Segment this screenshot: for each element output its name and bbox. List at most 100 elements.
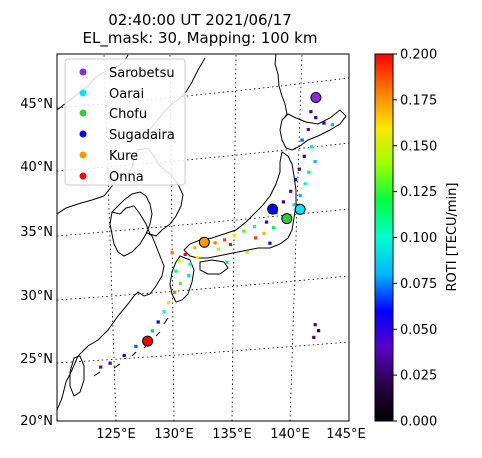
roti-point [254,236,258,240]
latitude-tick-labels: 45°N 40°N 35°N 30°N 25°N 20°N [20,97,53,429]
roti-point [225,260,229,264]
colorbar-tick-label: 0.000 [400,415,437,430]
colorbar-label: ROTI [TECU/min] [445,183,460,292]
colorbar-ticks: 0.200 0.175 0.150 0.125 0.100 0.075 0.050 0.025… [393,48,437,430]
station-marker-chofu [281,213,293,225]
colorbar-tick-label: 0.075 [400,277,437,292]
roti-point [306,127,310,132]
legend-label-kure: Kure [109,149,138,164]
lat-tick-30: 30°N [20,289,53,304]
roti-point [108,361,112,365]
roti-point [150,329,154,333]
lat-tick-45: 45°N [20,97,53,112]
lat-line-25 [57,341,349,364]
roti-point [99,365,103,369]
roti-point [262,231,266,236]
legend-marker-oarai [79,89,87,97]
station-marker-onna [142,335,154,347]
roti-point [322,121,326,125]
lat-tick-40: 40°N [20,160,53,175]
roti-point [303,182,307,186]
sakhalin-coast [274,54,288,119]
roti-point [310,145,314,149]
roti-point [330,123,334,127]
station-marker-kure [198,236,210,248]
roti-point [309,110,313,114]
colorbar-tick-label: 0.125 [400,185,437,200]
lat-tick-35: 35°N [20,225,53,240]
roti-point [242,229,246,233]
lon-tick-145: 145°E [326,427,366,442]
legend-marker-sarobetsu [79,68,87,76]
lat-line-45 [57,77,349,109]
kyushu-coast [169,255,195,303]
roti-point [170,250,174,254]
station-marker-sarobetsu [310,92,322,103]
roti-point [313,323,317,327]
roti-point [156,320,160,324]
roti-point [173,290,177,295]
roti-point [213,241,217,245]
roti-point [223,238,227,242]
roti-point [292,203,296,207]
station-marker-oarai [294,203,306,215]
roti-point [294,178,298,182]
shikoku-coast [199,259,229,275]
legend: Sarobetsu Oarai Chofu Sugadaira Kure Onn… [64,58,186,186]
lat-tick-25: 25°N [20,352,53,367]
roti-point [167,301,171,305]
roti-point [217,247,221,251]
roti-point [187,274,191,278]
station-markers [142,92,322,347]
roti-point [312,335,316,339]
roti-point [268,241,272,245]
roti-point [195,256,199,260]
lat-tick-20: 20°N [20,414,53,429]
legend-label-oarai: Oarai [109,87,144,102]
graticule [57,54,349,421]
colorbar-tick-label: 0.050 [400,323,437,338]
figure-title-line2: EL_mask: 30, Mapping: 100 km [83,29,318,48]
roti-point [193,246,197,250]
colorbar-gradient [374,53,394,422]
roti-point [134,344,138,348]
lat-line-35 [57,208,349,237]
roti-point [313,160,317,164]
roti-point [317,329,321,333]
colorbar-tick-label: 0.150 [400,139,437,154]
legend-label-chofu: Chofu [109,107,147,122]
legend-label-sarobetsu: Sarobetsu [109,66,175,81]
legend-marker-kure [79,151,87,159]
korea-coast [109,191,153,257]
roti-point [289,189,293,193]
roti-point [183,252,187,256]
legend-marker-sugadaira [79,130,87,138]
lat-line-30 [57,275,349,301]
station-marker-sugadaira [267,203,279,215]
roti-point [188,262,192,266]
figure-title-line1: 02:40:00 UT 2021/06/17 [108,11,292,29]
lon-tick-125: 125°E [96,427,136,442]
lon-tick-130: 130°E [154,427,194,442]
roti-point [272,226,276,230]
legend-marker-chofu [79,109,87,117]
legend-label-sugadaira: Sugadaira [109,128,175,143]
lon-tick-140: 140°E [270,427,310,442]
roti-point [300,138,304,142]
colorbar-tick-label: 0.200 [400,48,437,63]
roti-point [281,200,285,204]
roti-point [122,353,126,358]
roti-point [298,193,302,198]
roti-point [228,242,233,247]
longitude-tick-labels: 125°E 130°E 135°E 140°E 145°E [96,427,366,442]
colorbar-tick-label: 0.025 [400,369,437,384]
lat-line-40 [57,142,349,172]
lon-line-145 [348,413,349,421]
roti-point [178,281,183,286]
map-frame [56,53,350,422]
legend-box [64,58,186,186]
roti-point [162,310,166,314]
legend-label-onna: Onna [109,170,144,185]
